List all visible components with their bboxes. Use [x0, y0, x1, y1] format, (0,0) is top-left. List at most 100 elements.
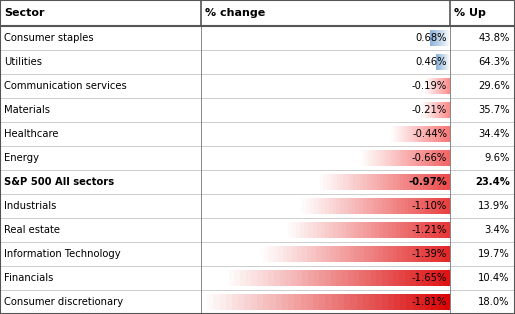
Bar [345, 246, 350, 262]
Text: 35.7%: 35.7% [478, 105, 510, 115]
Bar [387, 174, 390, 190]
Bar [363, 174, 367, 190]
Bar [442, 78, 443, 94]
Bar [424, 78, 426, 94]
Bar [331, 270, 337, 286]
Bar [350, 174, 354, 190]
Bar [447, 54, 448, 70]
Bar [420, 126, 422, 142]
Text: Information Technology: Information Technology [4, 249, 121, 259]
Text: 3.4%: 3.4% [485, 225, 510, 235]
Bar [449, 30, 451, 46]
Bar [297, 270, 303, 286]
Bar [396, 150, 399, 166]
Bar [408, 222, 413, 238]
Bar [438, 54, 439, 70]
Bar [388, 294, 394, 310]
Bar [400, 126, 402, 142]
Bar [407, 246, 413, 262]
Bar [401, 198, 405, 214]
Bar [393, 198, 398, 214]
Bar [283, 222, 288, 238]
Bar [436, 78, 437, 94]
Bar [389, 126, 391, 142]
Bar [445, 126, 448, 142]
Bar [421, 222, 425, 238]
Bar [364, 150, 367, 166]
Bar [330, 174, 334, 190]
Text: -1.10%: -1.10% [412, 201, 447, 211]
Bar [437, 78, 438, 94]
Bar [304, 222, 309, 238]
Bar [448, 54, 449, 70]
Bar [377, 150, 380, 166]
Bar [392, 246, 398, 262]
Text: 43.8%: 43.8% [478, 33, 510, 43]
Bar [421, 126, 423, 142]
Bar [417, 174, 421, 190]
Bar [443, 78, 445, 94]
Bar [445, 78, 447, 94]
Bar [415, 126, 417, 142]
Bar [405, 198, 409, 214]
Text: -0.19%: -0.19% [412, 81, 447, 91]
Bar [342, 270, 348, 286]
Bar [394, 294, 401, 310]
Bar [333, 198, 337, 214]
Bar [429, 102, 431, 118]
Bar [268, 246, 273, 262]
Bar [404, 222, 409, 238]
Text: 0.68%: 0.68% [416, 33, 447, 43]
Bar [263, 294, 270, 310]
Bar [423, 126, 425, 142]
Bar [278, 246, 283, 262]
Bar [240, 270, 246, 286]
Bar [414, 174, 417, 190]
Bar [412, 126, 414, 142]
Bar [325, 198, 330, 214]
Bar [317, 174, 320, 190]
Bar [0, 122, 515, 146]
Bar [432, 102, 433, 118]
Bar [426, 102, 427, 118]
Bar [356, 294, 364, 310]
Bar [343, 174, 347, 190]
Bar [402, 246, 407, 262]
Bar [325, 246, 331, 262]
Bar [443, 102, 444, 118]
Bar [442, 102, 443, 118]
Bar [336, 270, 342, 286]
Bar [434, 126, 436, 142]
Text: 13.9%: 13.9% [478, 201, 510, 211]
Bar [434, 102, 436, 118]
Bar [238, 294, 245, 310]
Bar [446, 78, 448, 94]
Bar [432, 78, 433, 94]
Bar [432, 30, 433, 46]
Bar [437, 30, 438, 46]
Bar [443, 102, 445, 118]
Bar [398, 150, 401, 166]
Bar [416, 198, 420, 214]
Bar [447, 102, 449, 118]
Bar [420, 174, 424, 190]
Bar [421, 246, 427, 262]
Bar [396, 126, 398, 142]
Bar [367, 174, 370, 190]
Bar [446, 30, 448, 46]
Bar [388, 270, 394, 286]
Bar [391, 150, 394, 166]
Bar [376, 270, 383, 286]
Bar [426, 78, 428, 94]
Bar [441, 30, 442, 46]
Bar [417, 246, 422, 262]
Bar [274, 270, 280, 286]
Bar [403, 126, 405, 142]
Bar [432, 294, 438, 310]
Bar [434, 150, 437, 166]
Bar [406, 294, 413, 310]
Bar [442, 198, 447, 214]
Bar [408, 126, 410, 142]
Bar [397, 174, 401, 190]
Bar [430, 150, 433, 166]
